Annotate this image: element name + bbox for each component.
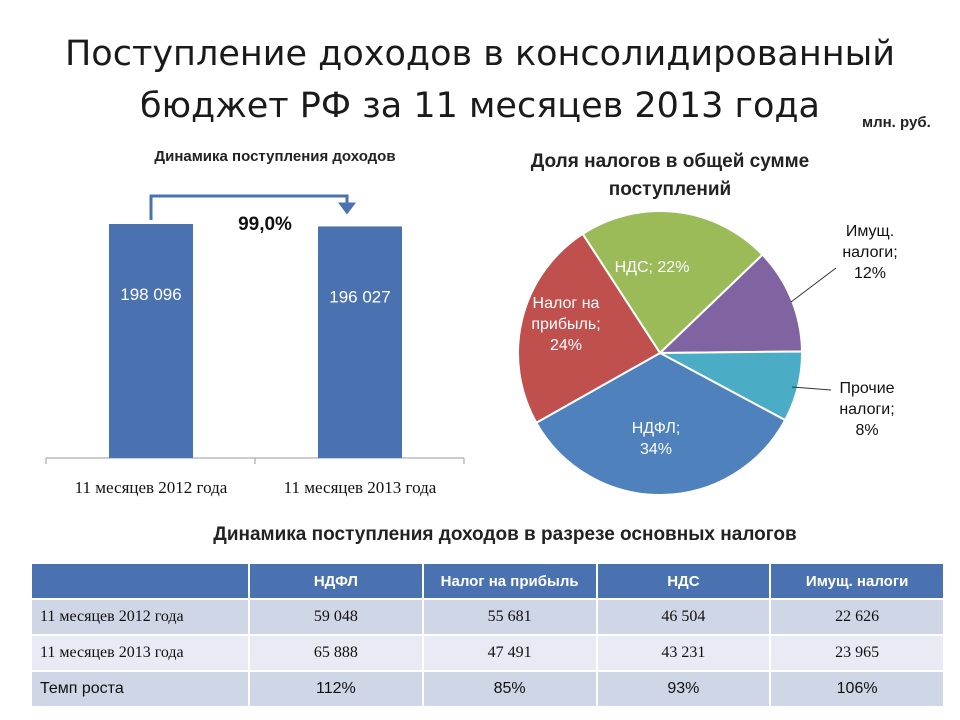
pie-slice-label: 34% [640,441,672,458]
pie-leader-line [790,267,837,303]
table-header-row: НДФЛ Налог на прибыль НДС Имущ. налоги [30,562,945,600]
bar [318,226,402,458]
table-cell: 93% [595,670,772,708]
comparison-arrow [149,194,349,220]
bar-value-label: 198 096 [120,285,181,304]
table-row-label: 11 месяцев 2013 года [30,634,250,672]
table-header-vat: НДС [595,562,772,600]
bar-value-label: 196 027 [329,287,390,306]
pie-chart-title: Доля налогов в общей сумме поступлений [505,148,835,204]
table-row-label: 11 месяцев 2012 года [30,598,250,636]
pie-slice [657,253,804,355]
tax-table: НДФЛ Налог на прибыль НДС Имущ. налоги 1… [30,562,945,708]
table-cell: 106% [769,670,945,708]
table-cell: 55 681 [421,598,598,636]
table-cell: 47 491 [421,634,598,672]
bar-chart-title: Динамика поступления доходов [154,148,396,165]
pie-leader-line [791,386,832,391]
table-cell: 23 965 [769,634,945,672]
table-cell: 112% [248,670,424,708]
table-cell: 46 504 [595,598,772,636]
pie-slice-label: НДС; 22% [615,259,690,276]
table-row: 11 месяцев 2012 года 59 048 55 681 46 50… [30,598,945,636]
pie-slice-label: НДФЛ; [632,420,681,437]
comparison-arrowhead [338,202,356,215]
table-row: Темп роста 112% 85% 93% 106% [30,670,945,708]
table-cell: 65 888 [248,634,424,672]
pie-slice-label: 8% [855,422,878,439]
pie-chart: НДС; 22% НДФЛ; 34% Налог на прибыль; 24% Имущ.… [517,210,898,496]
x-tick-label: 11 месяцев 2012 года [75,478,228,497]
growth-annotation: 99,0% [238,214,292,235]
table-cell: 59 048 [248,598,424,636]
table-cell: 22 626 [769,598,945,636]
table-row-label: Темп роста [30,670,250,708]
pie-chart-title-line-2: поступлений [608,179,732,200]
bar-chart: 198 096 11 месяцев 2012 года 196 027 11 мес… [45,194,465,497]
pie-slice-label: Налог на [533,295,600,312]
table-cell: 43 231 [595,634,772,672]
pie-slice-label: налоги; [842,244,897,261]
table-header-ndfl: НДФЛ [248,562,424,600]
table-title: Динамика поступления доходов в разрезе о… [213,524,797,545]
unit-label: млн. руб. [862,114,931,131]
table-row: 11 месяцев 2013 года 65 888 47 491 43 23… [30,634,945,672]
pie-chart-title-line-1: Доля налогов в общей сумме [530,151,810,172]
pie-slice-label: прибыль; [531,316,600,333]
pie-slice [581,210,764,355]
pie-slice-label: налоги; [839,401,894,418]
page-title-line-2: бюджет РФ за 11 месяцев 2013 года [139,86,821,126]
pie-slice-label: Имущ. [846,223,894,240]
pie-slice [517,232,662,425]
bar [109,224,193,458]
page-title-line-1: Поступление доходов в консолидированный [64,34,896,74]
table-header-corner [30,562,250,600]
table-header-property-tax: Имущ. налоги [769,562,945,600]
x-tick-label: 11 месяцев 2013 года [284,478,437,497]
pie-slice-label: Прочие [839,380,894,397]
table-cell: 85% [421,670,598,708]
pie-slice-label: 24% [550,337,582,354]
page-title: Поступление доходов в консолидированный … [0,28,960,132]
pie-slice-label: 12% [854,265,886,282]
table-header-profit-tax: Налог на прибыль [421,562,598,600]
